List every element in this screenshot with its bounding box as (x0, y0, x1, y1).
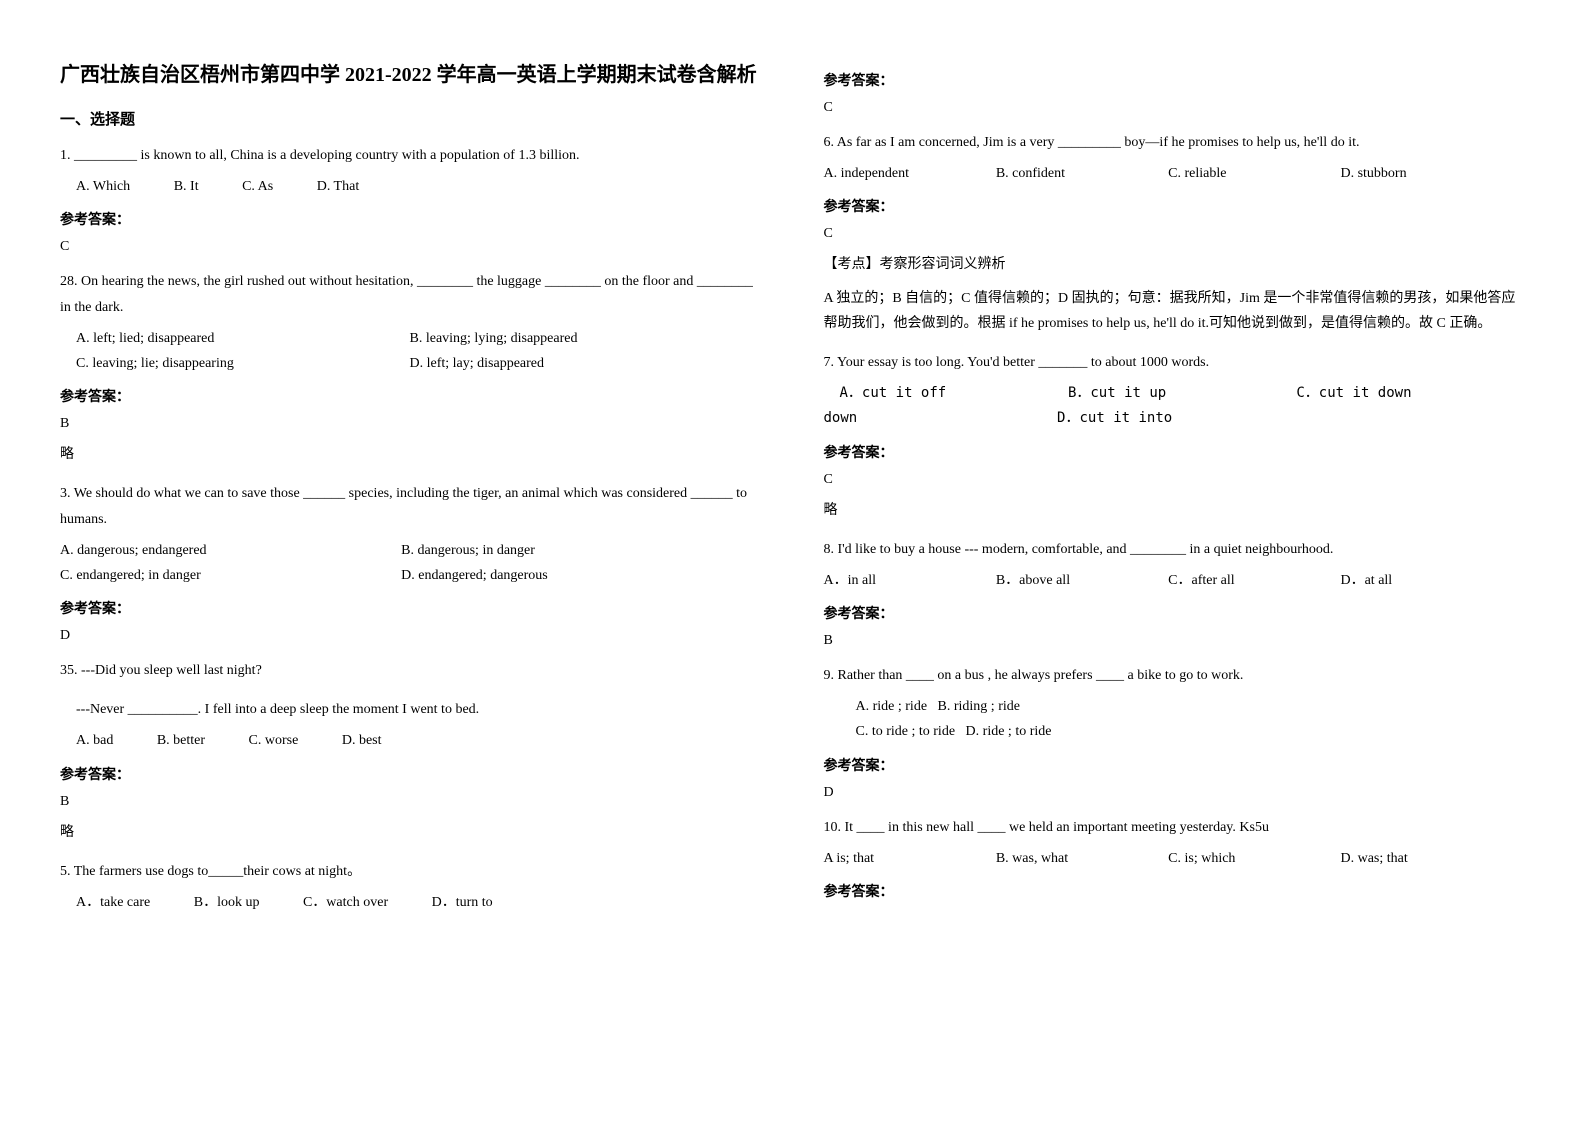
q35-answer: B (60, 794, 764, 810)
q3-answer: D (60, 628, 764, 644)
q1-opt-b: B. It (174, 174, 199, 199)
q8-answer-label: 参考答案： (824, 603, 1528, 623)
q7-opt-d: D．cut it into (1057, 406, 1172, 431)
q5-options: A．take care B．look up C．watch over D．tur… (60, 890, 764, 915)
q28-answer-label: 参考答案： (60, 386, 764, 406)
q28-opt-a: A. left; lied; disappeared (76, 326, 406, 351)
q8-opt-c: C．after all (1168, 568, 1337, 593)
q35-options: A. bad B. better C. worse D. best (60, 728, 764, 753)
q9-answer: D (824, 785, 1528, 801)
q1-text: 1. _________ is known to all, China is a… (60, 143, 764, 168)
q3-opt-a: A. dangerous; endangered (60, 538, 398, 563)
q7-opt-b: B．cut it up (1068, 381, 1288, 406)
q6-options: A. independent B. confident C. reliable … (824, 161, 1528, 186)
q7-answer: C (824, 472, 1528, 488)
q6-answer-label: 参考答案： (824, 196, 1528, 216)
q35-opt-d: D. best (342, 728, 382, 753)
q9-opt-b: B. riding ; ride (938, 699, 1020, 714)
right-column: 参考答案： C 6. As far as I am concerned, Jim… (824, 60, 1528, 921)
q1-opt-a: A. Which (76, 174, 130, 199)
q8-options: A．in all B．above all C．after all D．at al… (824, 568, 1528, 593)
q35-text: 35. ---Did you sleep well last night? (60, 658, 764, 683)
q35-text2: ---Never __________. I fell into a deep … (60, 697, 764, 722)
q7-answer-label: 参考答案： (824, 442, 1528, 462)
q8-text: 8. I'd like to buy a house --- modern, c… (824, 537, 1528, 562)
q5-opt-a: A．take care (76, 890, 150, 915)
q7-options: A．cut it off B．cut it up C．cut it down d… (824, 381, 1528, 431)
q7-text: 7. Your essay is too long. You'd better … (824, 350, 1528, 375)
q10-options: A is; that B. was, what C. is; which D. … (824, 846, 1528, 871)
q10-opt-a: A is; that (824, 846, 993, 871)
q35-answer-label: 参考答案： (60, 764, 764, 784)
q7-brief: 略 (824, 498, 1528, 523)
q6-opt-b: B. confident (996, 161, 1165, 186)
q6-opt-d: D. stubborn (1340, 161, 1509, 186)
left-column: 广西壮族自治区梧州市第四中学 2021-2022 学年高一英语上学期期末试卷含解… (60, 60, 764, 921)
q5-answer: C (824, 100, 1528, 116)
q10-opt-d: D. was; that (1340, 846, 1509, 871)
q35-opt-b: B. better (157, 728, 205, 753)
q1-opt-d: D. That (317, 174, 360, 199)
q9-options: A. ride ; ride B. riding ; ride C. to ri… (824, 694, 1528, 744)
q10-opt-b: B. was, what (996, 846, 1165, 871)
q6-opt-a: A. independent (824, 161, 993, 186)
q3-opt-d: D. endangered; dangerous (401, 563, 739, 588)
q1-opt-c: C. As (242, 174, 273, 199)
q7-opt-a: A．cut it off (840, 381, 1060, 406)
q8-opt-a: A．in all (824, 568, 993, 593)
q9-opt-a: A. ride ; ride (856, 699, 928, 714)
q35-brief: 略 (60, 820, 764, 845)
q10-answer-label: 参考答案： (824, 881, 1528, 901)
q3-answer-label: 参考答案： (60, 598, 764, 618)
q3-options: A. dangerous; endangered B. dangerous; i… (60, 538, 764, 588)
q3-opt-b: B. dangerous; in danger (401, 538, 739, 563)
q28-opt-b: B. leaving; lying; disappeared (410, 326, 740, 351)
q1-answer: C (60, 239, 764, 255)
q28-opt-d: D. left; lay; disappeared (410, 351, 740, 376)
q8-opt-d: D．at all (1340, 568, 1509, 593)
q6-note-title: 【考点】考察形容词词义辨析 (824, 252, 1528, 277)
q28-brief: 略 (60, 442, 764, 467)
q6-answer: C (824, 226, 1528, 242)
section-header: 一、选择题 (60, 108, 764, 129)
q35-opt-c: C. worse (249, 728, 299, 753)
q9-opt-c: C. to ride ; to ride (856, 724, 956, 739)
q10-opt-c: C. is; which (1168, 846, 1337, 871)
q9-text: 9. Rather than ____ on a bus , he always… (824, 663, 1528, 688)
q5-text: 5. The farmers use dogs to_____their cow… (60, 859, 764, 884)
q5-opt-c: C．watch over (303, 890, 388, 915)
q6-note: A 独立的；B 自信的；C 值得信赖的；D 固执的；句意：据我所知，Jim 是一… (824, 286, 1528, 336)
q8-opt-b: B．above all (996, 568, 1165, 593)
q35-opt-a: A. bad (76, 728, 113, 753)
q7-opt-c: C．cut it down (1296, 381, 1516, 406)
q6-text: 6. As far as I am concerned, Jim is a ve… (824, 130, 1528, 155)
q5-opt-b: B．look up (194, 890, 260, 915)
q3-opt-c: C. endangered; in danger (60, 563, 398, 588)
q28-options: A. left; lied; disappeared B. leaving; l… (60, 326, 764, 376)
q5-answer-label: 参考答案： (824, 70, 1528, 90)
q28-answer: B (60, 416, 764, 432)
q9-answer-label: 参考答案： (824, 755, 1528, 775)
q28-opt-c: C. leaving; lie; disappearing (76, 351, 406, 376)
q1-options: A. Which B. It C. As D. That (60, 174, 764, 199)
q6-opt-c: C. reliable (1168, 161, 1337, 186)
q1-answer-label: 参考答案： (60, 209, 764, 229)
q10-text: 10. It ____ in this new hall ____ we hel… (824, 815, 1528, 840)
page-title: 广西壮族自治区梧州市第四中学 2021-2022 学年高一英语上学期期末试卷含解… (60, 60, 764, 90)
q28-text: 28. On hearing the news, the girl rushed… (60, 269, 764, 319)
q3-text: 3. We should do what we can to save thos… (60, 481, 764, 531)
q9-opt-d: D. ride ; to ride (966, 724, 1052, 739)
q8-answer: B (824, 633, 1528, 649)
q5-opt-d: D．turn to (432, 890, 493, 915)
